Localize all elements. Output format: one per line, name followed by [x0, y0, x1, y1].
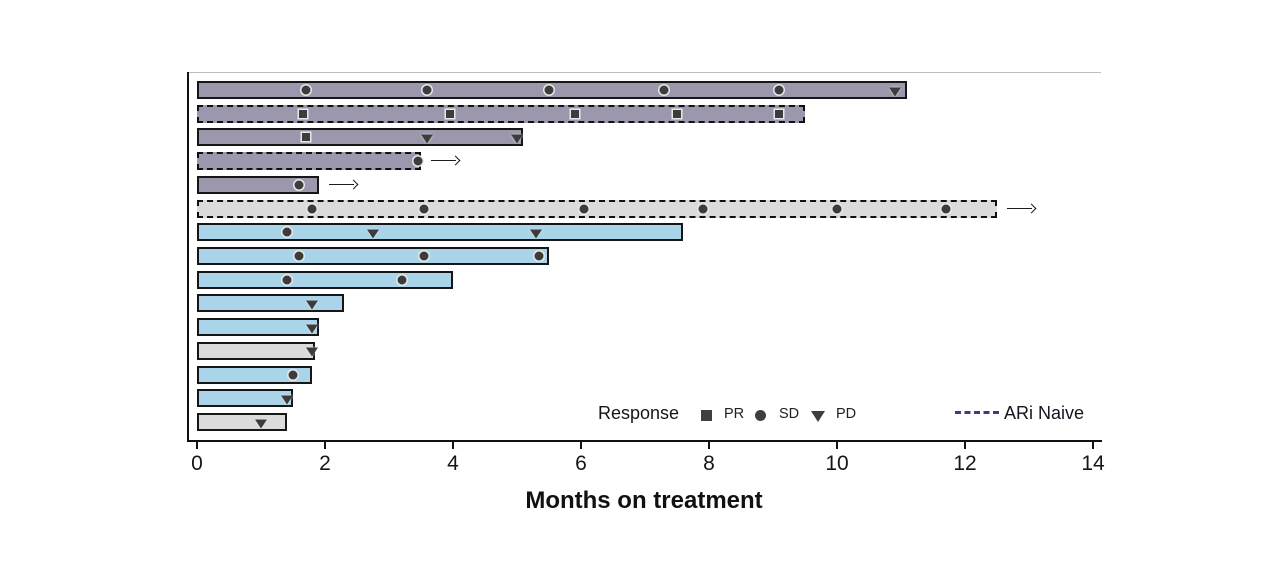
sd-marker — [294, 180, 304, 190]
swimmer-bar — [197, 341, 316, 360]
x-axis-tick-label: 6 — [575, 452, 587, 475]
sd-marker — [579, 204, 589, 214]
x-axis-tick-label: 0 — [191, 452, 203, 475]
sd-marker — [419, 251, 429, 261]
legend-pr-label: PR — [724, 406, 745, 422]
x-axis-tick-label: 14 — [1081, 452, 1105, 475]
sd-marker — [659, 85, 669, 95]
sd-marker — [419, 204, 429, 214]
pr-marker — [570, 109, 579, 118]
x-axis-tick-label: 12 — [953, 452, 977, 475]
pd-marker — [888, 87, 901, 96]
x-axis-tick — [836, 442, 838, 449]
x-axis-tick — [1092, 442, 1094, 449]
sd-marker — [941, 204, 951, 214]
x-axis-tick-label: 8 — [703, 452, 715, 475]
sd-marker — [698, 204, 708, 214]
ari-naive-dash-icon — [955, 411, 999, 414]
sd-circle-icon — [755, 410, 766, 421]
legend-sd-label: SD — [779, 406, 800, 422]
pd-marker — [280, 395, 293, 405]
x-axis-tick — [452, 442, 454, 449]
x-axis-title: Months on treatment — [525, 487, 763, 514]
sd-marker — [413, 156, 423, 166]
sd-marker — [282, 275, 292, 285]
x-axis-tick — [196, 442, 198, 449]
x-axis-tick-label: 10 — [825, 452, 849, 475]
sd-marker — [294, 251, 304, 261]
pd-marker — [530, 229, 543, 239]
swimmer-bar — [197, 365, 313, 384]
swimmer-bar — [197, 294, 345, 313]
sd-marker — [282, 227, 292, 237]
x-axis-line — [187, 440, 1102, 442]
y-axis-line — [187, 72, 189, 442]
sd-marker — [397, 275, 407, 285]
legend-ari-naive-label: ARi Naive — [1004, 403, 1085, 423]
pr-marker — [301, 133, 310, 142]
swimmer-bar — [197, 413, 287, 432]
pd-marker — [306, 324, 319, 334]
legend-pd-label: PD — [836, 406, 857, 422]
pd-marker — [511, 134, 523, 144]
sd-marker — [832, 204, 842, 214]
pr-marker — [298, 109, 307, 118]
pd-triangle-icon — [811, 411, 825, 422]
pd-marker — [255, 419, 267, 429]
sd-marker — [301, 85, 311, 95]
pr-marker — [445, 109, 454, 118]
ongoing-arrow-icon — [1007, 207, 1032, 209]
plot-frame-top — [188, 72, 1101, 73]
pd-marker — [367, 229, 379, 239]
swimmer-bar — [197, 199, 997, 218]
swimmer-bar — [197, 389, 293, 408]
pr-marker — [673, 109, 681, 118]
x-axis-tick — [708, 442, 710, 449]
ongoing-arrow-head-icon — [348, 179, 359, 190]
x-axis-tick — [324, 442, 326, 449]
sd-marker — [544, 85, 554, 95]
pd-marker — [306, 300, 319, 310]
swimmer-bar — [197, 152, 421, 171]
ongoing-arrow-icon — [328, 183, 354, 185]
pr-marker — [775, 109, 784, 118]
sd-marker — [422, 85, 432, 95]
ongoing-arrow-head-icon — [1026, 203, 1037, 214]
swimmer-bar — [197, 104, 805, 123]
sd-marker — [774, 85, 784, 95]
x-axis-tick — [580, 442, 582, 449]
sd-marker — [307, 204, 317, 214]
pd-marker — [306, 347, 319, 357]
ongoing-arrow-head-icon — [450, 155, 461, 166]
x-axis-tick-label: 4 — [447, 452, 459, 475]
sd-marker — [534, 251, 544, 261]
ongoing-arrow-icon — [431, 160, 456, 162]
swimmer-bar — [197, 318, 319, 337]
pr-square-icon — [701, 410, 712, 421]
legend-response-label: Response — [598, 403, 680, 423]
pd-marker — [421, 134, 434, 144]
x-axis-tick-label: 2 — [319, 452, 331, 475]
swimmer-bar — [197, 175, 319, 194]
sd-marker — [288, 370, 298, 380]
swimmer-bar — [197, 128, 524, 147]
swimmer-bar — [197, 223, 684, 242]
swimmer-bar — [197, 270, 453, 289]
x-axis-tick — [964, 442, 966, 449]
swimmer-bar — [197, 247, 549, 266]
